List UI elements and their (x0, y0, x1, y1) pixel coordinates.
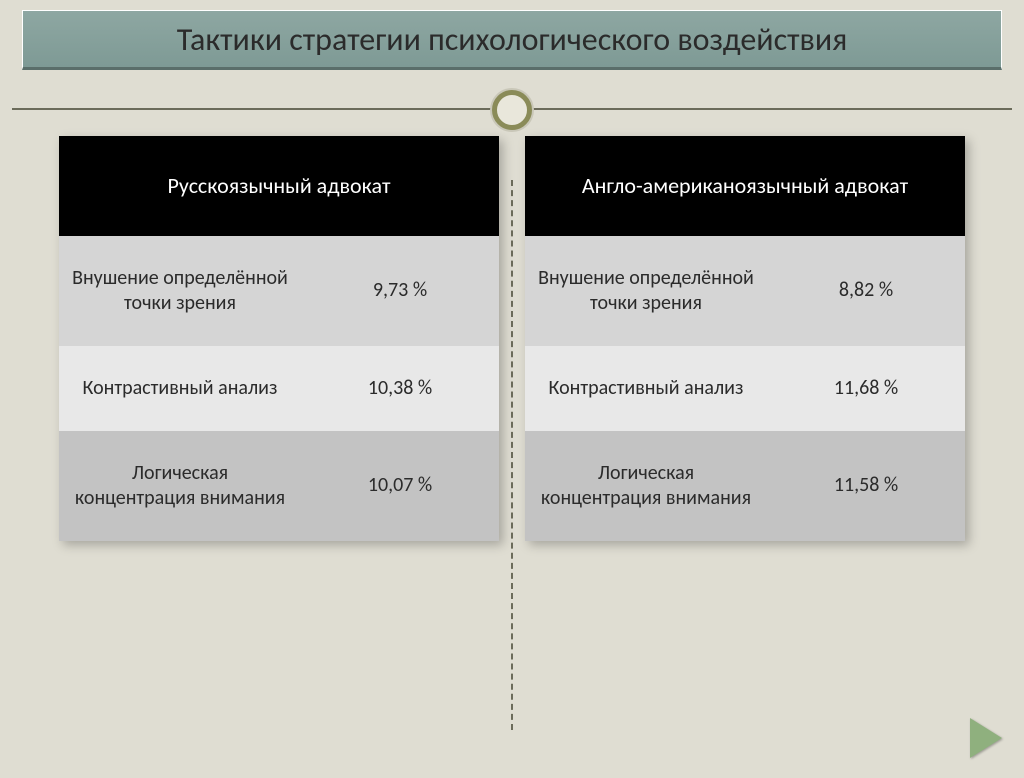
vertical-dashed-separator (511, 180, 513, 730)
table-right-header: Англо-американоязычный адвокат (525, 136, 965, 236)
table-right: Англо-американоязычный адвокат Внушение … (525, 136, 965, 541)
table-row: Внушение определённой точки зрения 9,73 … (59, 236, 499, 346)
row-value: 11,68 % (767, 346, 965, 431)
divider-decoration (0, 90, 1024, 130)
row-label: Логическая концентрация внимания (59, 431, 301, 541)
slide-title: Тактики стратегии психологического возде… (43, 21, 981, 59)
table-row: Логическая концентрация внимания 11,58 % (525, 431, 965, 541)
table-row: Контрастивный анализ 11,68 % (525, 346, 965, 431)
slide-title-bar: Тактики стратегии психологического возде… (22, 10, 1002, 70)
row-value: 10,38 % (301, 346, 499, 431)
divider-ring-icon (492, 90, 532, 130)
row-label: Внушение определённой точки зрения (525, 236, 767, 346)
row-value: 8,82 % (767, 236, 965, 346)
table-row: Внушение определённой точки зрения 8,82 … (525, 236, 965, 346)
table-header-row: Русскоязычный адвокат (59, 136, 499, 236)
row-label: Контрастивный анализ (59, 346, 301, 431)
next-slide-arrow-icon[interactable] (970, 718, 1002, 758)
table-row: Контрастивный анализ 10,38 % (59, 346, 499, 431)
row-value: 9,73 % (301, 236, 499, 346)
row-value: 10,07 % (301, 431, 499, 541)
table-header-row: Англо-американоязычный адвокат (525, 136, 965, 236)
row-label: Внушение определённой точки зрения (59, 236, 301, 346)
row-label: Логическая концентрация внимания (525, 431, 767, 541)
row-value: 11,58 % (767, 431, 965, 541)
row-label: Контрастивный анализ (525, 346, 767, 431)
table-left-header: Русскоязычный адвокат (59, 136, 499, 236)
table-row: Логическая концентрация внимания 10,07 % (59, 431, 499, 541)
table-left: Русскоязычный адвокат Внушение определён… (59, 136, 499, 541)
